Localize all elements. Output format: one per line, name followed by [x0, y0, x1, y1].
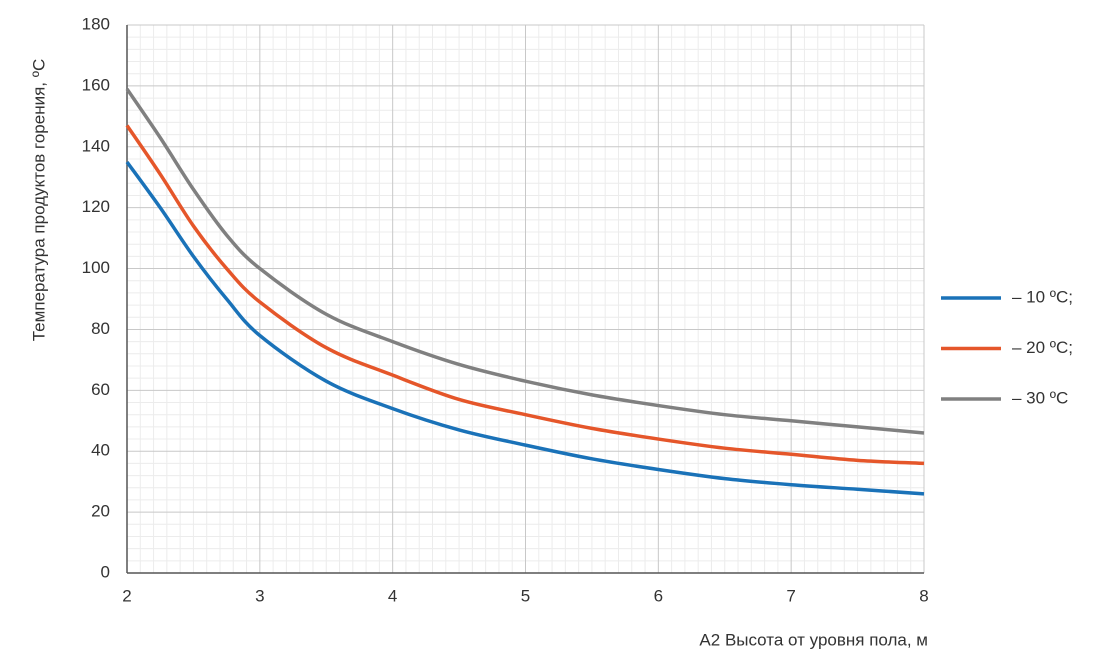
y-tick-label: 180 [82, 14, 110, 33]
x-tick-label: 4 [388, 586, 397, 605]
x-tick-label: 8 [919, 586, 928, 605]
legend-label: – 20 ºС; [1012, 338, 1073, 357]
legend-label: – 30 ºС [1012, 388, 1068, 407]
x-tick-label: 2 [122, 586, 131, 605]
y-tick-label: 0 [101, 562, 110, 581]
y-tick-label: 120 [82, 197, 110, 216]
x-tick-label: 5 [521, 586, 530, 605]
legend-label: – 10 ºС; [1012, 287, 1073, 306]
x-tick-label: 7 [786, 586, 795, 605]
line [125, 87, 925, 435]
y-tick-label: 20 [91, 502, 110, 521]
line [125, 124, 925, 466]
y-tick-label: 160 [82, 75, 110, 94]
x-axis-label: A2 Высота от уровня пола, м [699, 630, 928, 649]
y-tick-label: 80 [91, 319, 110, 338]
x-tick-label: 6 [654, 586, 663, 605]
line [125, 160, 925, 496]
y-tick-label: 60 [91, 380, 110, 399]
y-axis-label: Температура продуктов горения, ºС [29, 59, 48, 342]
y-tick-label: 40 [91, 441, 110, 460]
y-tick-label: 100 [82, 258, 110, 277]
x-tick-label: 3 [255, 586, 264, 605]
y-tick-label: 140 [82, 136, 110, 155]
